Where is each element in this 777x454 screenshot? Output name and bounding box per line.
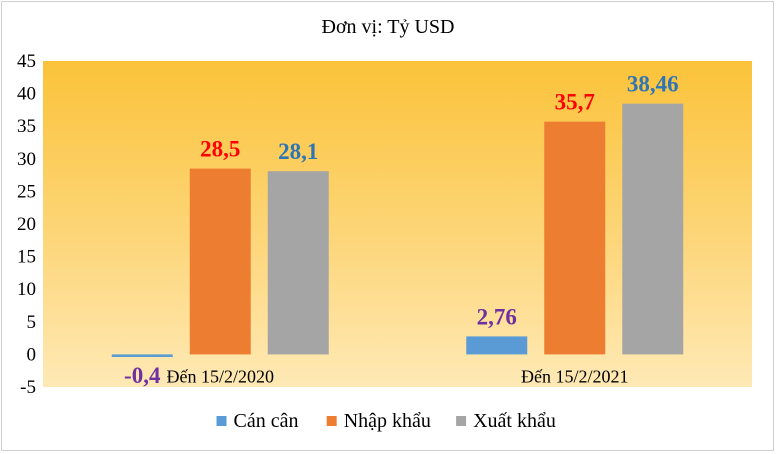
y-tick-label: 25 [17,181,36,202]
legend-label: Xuất khẩu [473,410,556,432]
data-labels: -0,4 28,5 28,1 2,76 35,7 38,46 [124,72,679,388]
bar [189,168,251,355]
legend-swatch [326,416,337,426]
data-label: -0,4 [124,363,161,388]
legend-item: Cán cân [216,410,299,432]
y-tick-label: 20 [17,214,36,235]
bar [544,121,606,355]
category-label: Đến 15/2/2020 [167,366,275,386]
y-tick-label: 5 [27,312,37,333]
legend-swatch [216,416,227,426]
legend-label: Cán cân [234,410,299,432]
data-label: 28,5 [200,137,240,162]
data-label: 35,7 [555,90,595,115]
data-label: 2,76 [477,304,517,329]
legend-item: Nhập khẩu [326,410,431,432]
y-tick-label: 0 [27,344,37,365]
y-axis: -5 0 5 10 15 20 25 30 35 40 45 [17,51,36,398]
y-tick-label: 40 [17,84,36,105]
data-label: 38,46 [627,72,679,97]
bar [111,354,173,358]
legend-item: Xuất khẩu [456,410,556,432]
legend: Cán cân Nhập khẩu Xuất khẩu [216,410,556,432]
bar [267,171,329,355]
y-tick-label: 10 [17,279,36,300]
y-tick-label: 45 [17,51,36,72]
y-tick-label: -5 [20,377,36,398]
category-labels: Đến 15/2/2020 Đến 15/2/2021 [167,366,629,386]
bars [111,103,684,358]
legend-label: Nhập khẩu [344,410,431,432]
chart-title: Đơn vị: Tỷ USD [322,16,455,38]
y-tick-label: 35 [17,116,36,137]
bar [466,336,528,355]
data-label: 28,1 [278,139,318,164]
y-tick-label: 30 [17,149,36,170]
category-label: Đến 15/2/2021 [521,366,629,386]
bar [622,103,684,355]
y-tick-label: 15 [17,247,36,268]
legend-swatch [456,416,467,426]
